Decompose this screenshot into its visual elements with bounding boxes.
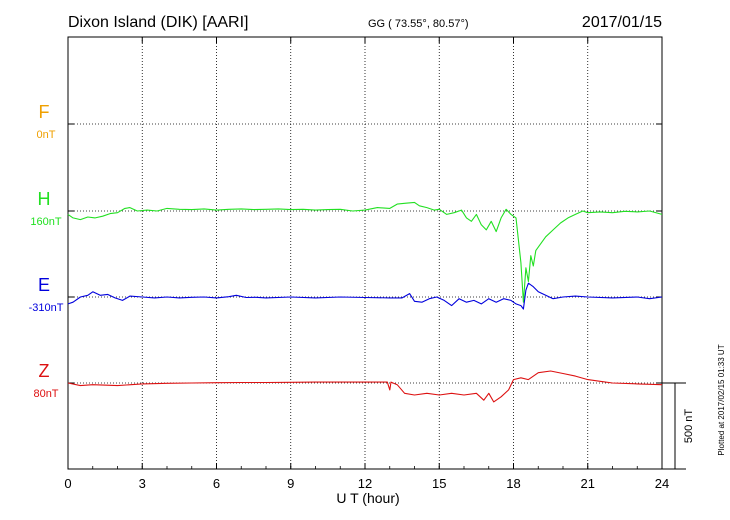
x-tick-label: 9 — [287, 476, 294, 491]
x-tick-label: 0 — [64, 476, 71, 491]
series-name-e: E — [38, 275, 50, 295]
baseline-label-e: -310nT — [29, 302, 64, 314]
baseline-label-z: 80nT — [33, 388, 58, 400]
series-name-z: Z — [39, 361, 50, 381]
series-line-e — [67, 282, 663, 310]
baseline-label-h: 160nT — [30, 216, 61, 228]
series-line-h — [67, 201, 663, 303]
series-layer — [67, 201, 663, 403]
x-tick-label: 15 — [432, 476, 446, 491]
scale-bar-label: 500 nT — [683, 409, 695, 444]
scale-bar: 500 nT — [662, 382, 695, 470]
grid-lines — [141, 37, 589, 469]
station-title: Dixon Island (DIK) [AARI] — [68, 14, 249, 31]
series-name-h: H — [38, 189, 51, 209]
plot-date: 2017/01/15 — [582, 14, 662, 31]
x-tick-label: 21 — [581, 476, 595, 491]
x-tick-label: 6 — [213, 476, 220, 491]
station-coords: GG ( 73.55°, 80.57°) — [368, 18, 469, 30]
x-tick-label: 18 — [506, 476, 520, 491]
baseline-label-f: 0nT — [37, 129, 56, 141]
series-line-z — [67, 370, 663, 403]
series-name-f: F — [39, 102, 50, 122]
x-ticks: 0 3 6 9 12 15 18 21 24 — [64, 37, 669, 491]
plotted-at-note: Plotted at 2017/02/15 01:33 UT — [717, 344, 726, 455]
x-tick-label: 24 — [655, 476, 669, 491]
x-tick-label: 12 — [358, 476, 372, 491]
series-labels: F 0nT H 160nT E -310nT Z 80nT — [29, 102, 64, 400]
x-axis-label: U T (hour) — [336, 490, 399, 506]
x-tick-label: 3 — [139, 476, 146, 491]
